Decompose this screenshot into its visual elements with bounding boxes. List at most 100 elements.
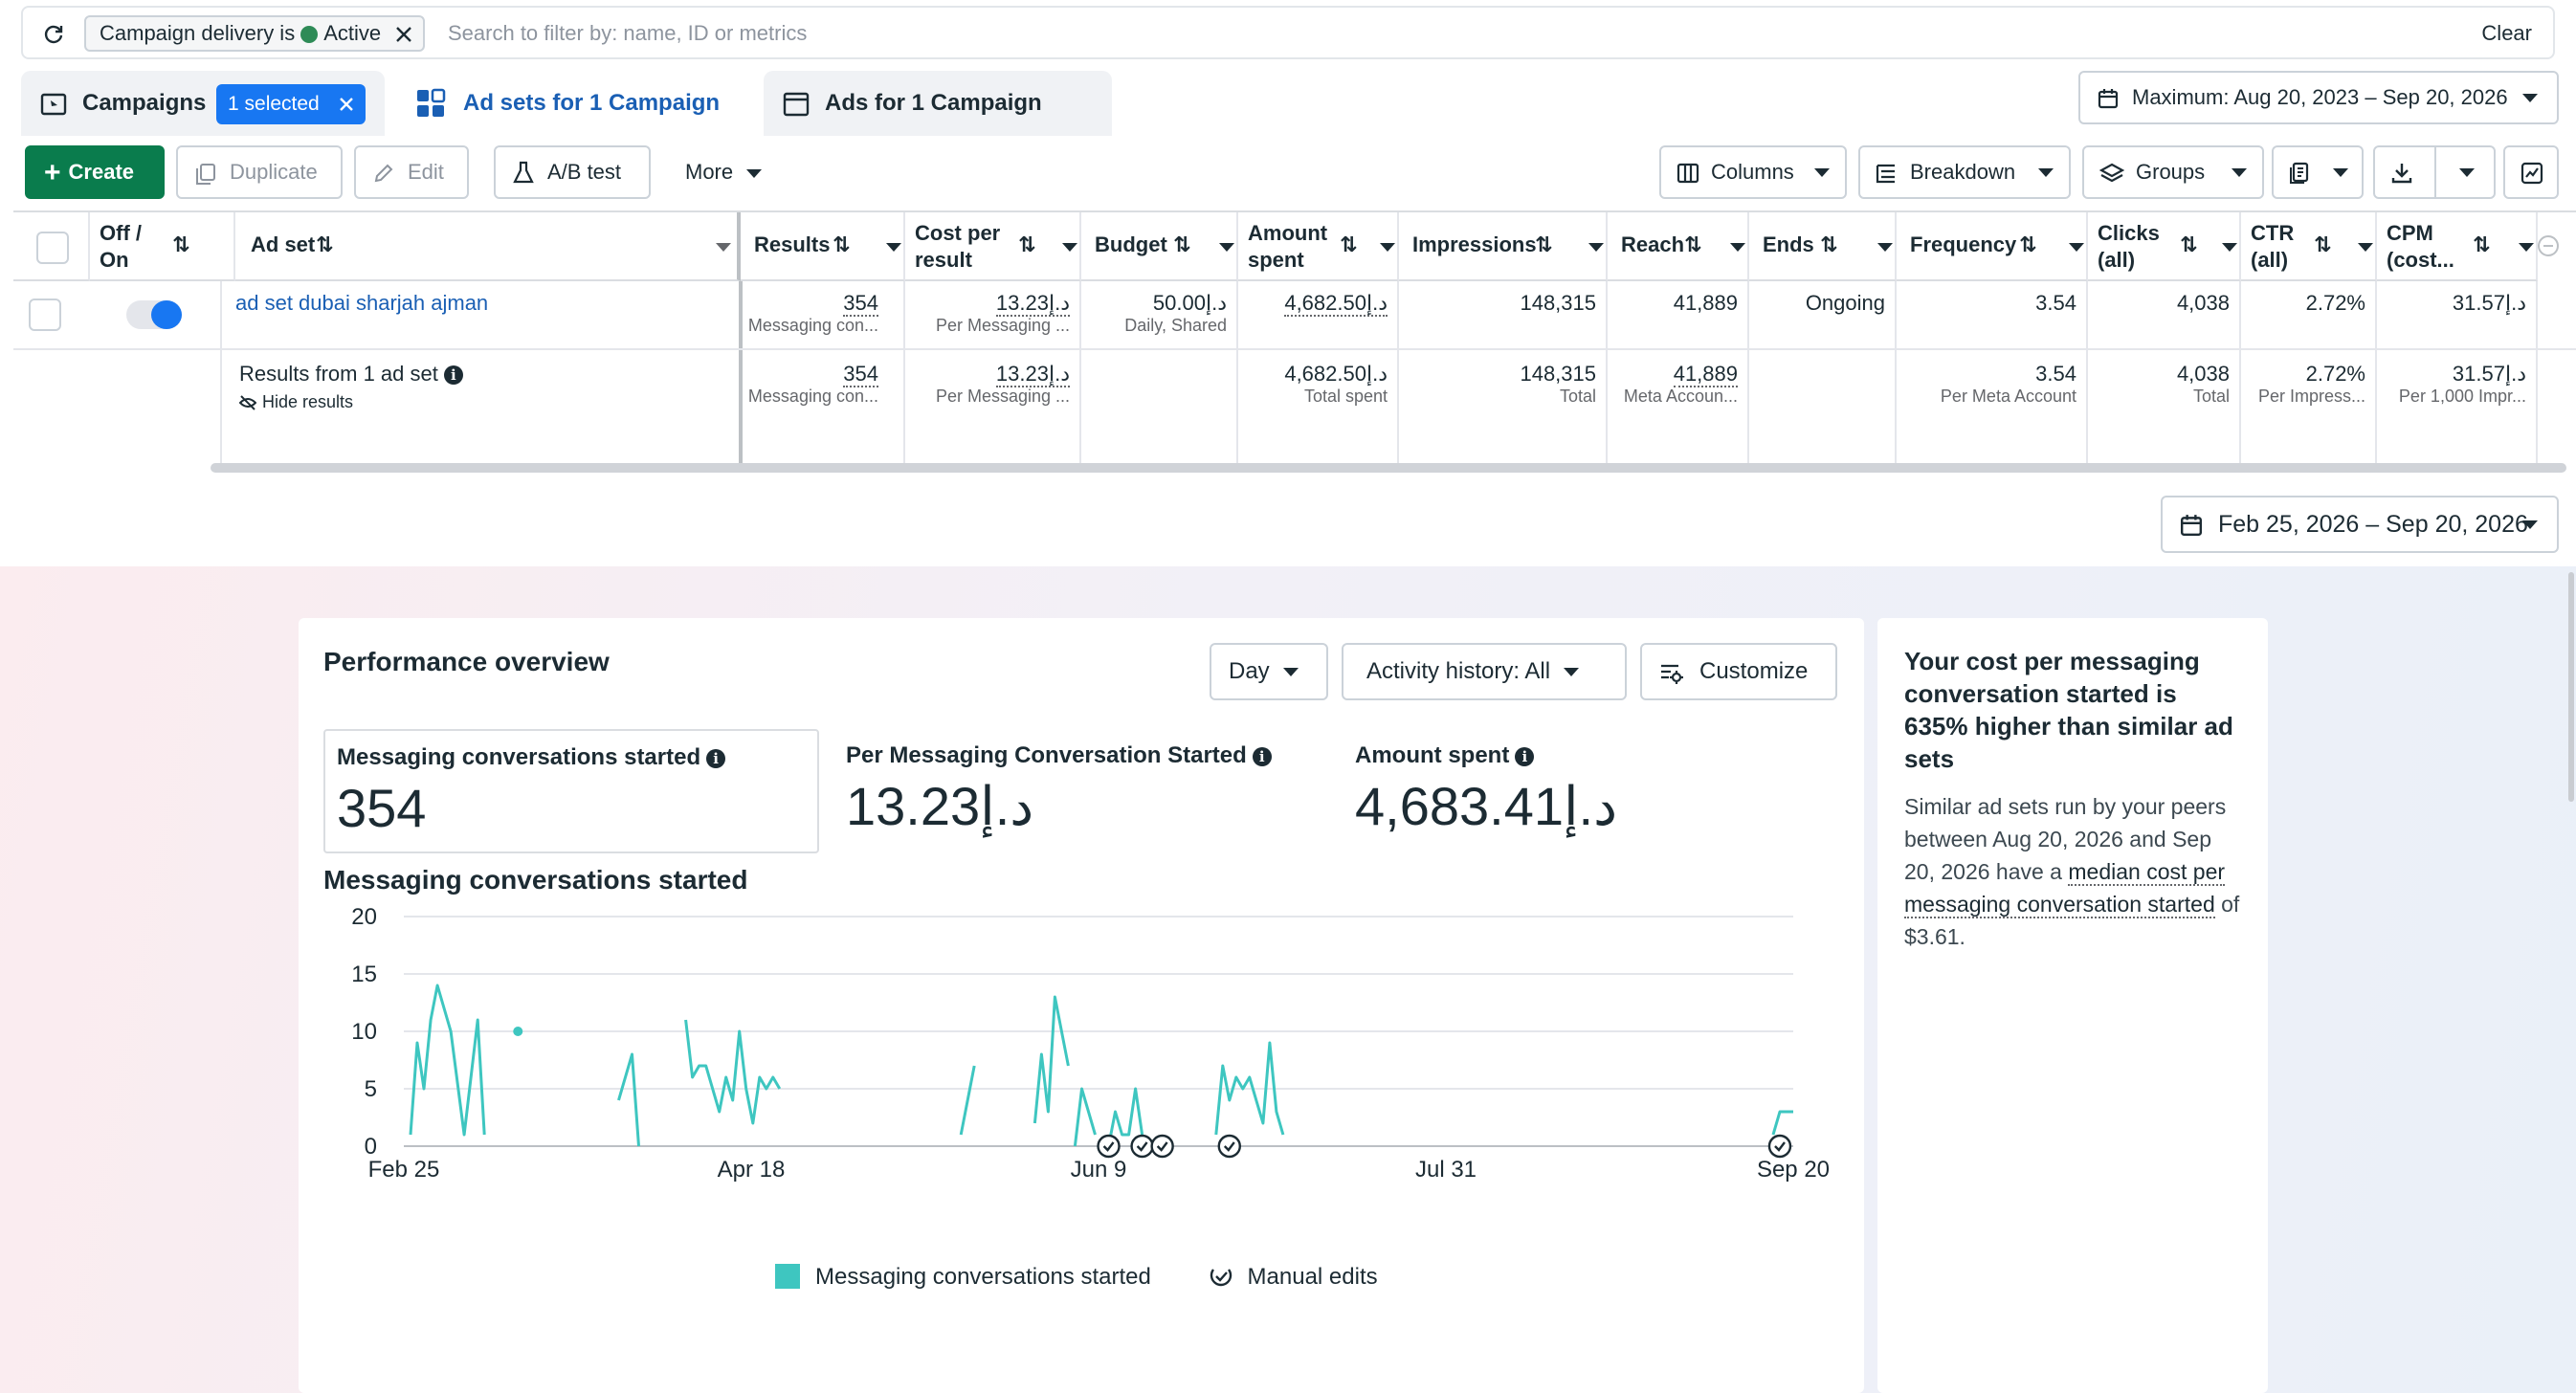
column-divider [1895, 281, 1897, 469]
metric-card-amount[interactable]: Amount spent i 4,683.41د.إ [1344, 729, 1841, 853]
series-line-segment [409, 984, 486, 1137]
header-off-on[interactable]: Off / On ⇅ [90, 212, 235, 281]
chevron-down-icon[interactable] [2519, 243, 2534, 252]
summary-results-value[interactable]: 354 [843, 362, 878, 387]
header-results[interactable]: Results ⇅ [741, 212, 905, 281]
table-horizontal-scrollbar[interactable] [211, 463, 2566, 473]
summary-reach-value[interactable]: 41,889 [1673, 362, 1738, 387]
sort-icon[interactable]: ⇅ [833, 232, 851, 256]
activity-history-dropdown[interactable]: Activity history: All [1342, 643, 1627, 700]
chart-icon [2520, 162, 2543, 185]
metric-card-conversations[interactable]: Messaging conversations started i 354 [323, 729, 819, 853]
hide-results-link[interactable]: Hide results [238, 392, 353, 412]
header-ends[interactable]: Ends ⇅ [1749, 212, 1897, 281]
selected-badge[interactable]: 1 selected [216, 84, 366, 124]
header-budget[interactable]: Budget ⇅ [1081, 212, 1238, 281]
info-icon[interactable]: i [443, 365, 463, 385]
header-cpm[interactable]: CPM (cost... ⇅ [2377, 212, 2538, 281]
edit-button[interactable]: Edit [354, 145, 469, 199]
tab-ad-sets[interactable]: Ad sets for 1 Campaign [396, 71, 752, 136]
insight-heading: Your cost per messaging conversation sta… [1904, 647, 2233, 773]
duplicate-button[interactable]: Duplicate [176, 145, 343, 199]
row-checkbox[interactable] [29, 298, 61, 331]
sort-icon[interactable]: ⇅ [2473, 232, 2491, 256]
info-icon[interactable]: i [1515, 747, 1535, 766]
chevron-down-icon[interactable] [2069, 243, 2084, 252]
select-all-checkbox[interactable] [36, 232, 69, 264]
export-button[interactable] [2373, 145, 2496, 199]
cell-cost-per-result: 13.23د.إ Per Messaging ... [905, 291, 1081, 336]
tab-campaigns[interactable]: Campaigns 1 selected [21, 71, 385, 136]
breakdown-button[interactable]: Breakdown [1858, 145, 2071, 199]
header-ctr[interactable]: CTR (all) ⇅ [2241, 212, 2377, 281]
header-off-on-label: Off / On [100, 221, 142, 272]
sort-icon[interactable]: ⇅ [172, 232, 190, 256]
chevron-down-icon[interactable] [2222, 243, 2237, 252]
sort-icon[interactable]: ⇅ [2019, 232, 2037, 256]
cell-results-value[interactable]: 354 [843, 291, 878, 317]
sort-icon[interactable]: ⇅ [1820, 232, 1838, 256]
filter-chip-campaign-delivery[interactable]: Campaign delivery is Active [84, 15, 426, 52]
date-range-picker-top[interactable]: Maximum: Aug 20, 2023 – Sep 20, 2026 [2078, 71, 2559, 124]
header-reach[interactable]: Reach ⇅ [1608, 212, 1749, 281]
chevron-down-icon[interactable] [886, 243, 901, 252]
median-cost-link[interactable]: median cost per messaging conversation s… [1904, 859, 2226, 918]
metric-card-cost[interactable]: Per Messaging Conversation Started i 13.2… [834, 729, 1332, 853]
sort-icon[interactable]: ⇅ [1173, 232, 1191, 256]
info-icon[interactable]: i [706, 749, 726, 768]
ab-test-button[interactable]: A/B test [494, 145, 651, 199]
header-amount-spent[interactable]: Amount spent ⇅ [1238, 212, 1399, 281]
header-frequency[interactable]: Frequency ⇅ [1897, 212, 2088, 281]
chevron-down-icon[interactable] [1219, 243, 1234, 252]
sort-icon[interactable]: ⇅ [2180, 232, 2198, 256]
tab-ads[interactable]: Ads for 1 Campaign [764, 71, 1112, 136]
header-clicks[interactable]: Clicks (all) ⇅ [2088, 212, 2241, 281]
chevron-down-icon[interactable] [2459, 168, 2475, 177]
groups-button[interactable]: Groups [2082, 145, 2264, 199]
header-cost-per-result[interactable]: Cost per result ⇅ [905, 212, 1081, 281]
manual-edit-marker [1097, 1134, 1121, 1159]
create-button[interactable]: + Create [25, 145, 165, 199]
sort-icon[interactable]: ⇅ [1684, 232, 1702, 256]
chevron-down-icon[interactable] [1588, 243, 1604, 252]
delivery-toggle[interactable] [126, 300, 182, 329]
date-range-picker-bottom[interactable]: Feb 25, 2026 – Sep 20, 2026 [2161, 496, 2559, 553]
sort-icon[interactable]: ⇅ [1535, 232, 1553, 256]
chevron-down-icon[interactable] [1877, 243, 1893, 252]
close-icon[interactable] [394, 25, 413, 44]
header-ad-set[interactable]: Ad set ⇅ [235, 212, 741, 281]
more-dropdown[interactable]: More [685, 145, 763, 199]
search-input[interactable]: Search to filter by: name, ID or metrics [448, 21, 808, 45]
cell-cpm: 31.57د.إ [2452, 291, 2526, 315]
clear-filters-link[interactable]: Clear [2481, 21, 2532, 45]
columns-button[interactable]: Columns [1659, 145, 1847, 199]
customize-button[interactable]: Customize [1640, 643, 1837, 700]
close-icon[interactable] [339, 97, 354, 112]
day-dropdown[interactable]: Day [1210, 643, 1328, 700]
ab-test-label: A/B test [547, 160, 622, 184]
add-column-icon[interactable] [2538, 235, 2559, 256]
cell-cost-value[interactable]: 13.23د.إ [995, 291, 1070, 317]
chevron-down-icon[interactable] [1730, 243, 1745, 252]
sort-icon[interactable]: ⇅ [2314, 232, 2332, 256]
chevron-down-icon[interactable] [2358, 243, 2373, 252]
info-icon[interactable]: i [1252, 747, 1272, 766]
refresh-icon[interactable] [42, 23, 65, 46]
sort-icon[interactable]: ⇅ [316, 232, 334, 256]
filter-chip-label: Campaign delivery is [100, 21, 296, 45]
sort-icon[interactable]: ⇅ [1018, 232, 1036, 256]
summary-label: Results from 1 ad set i [239, 362, 463, 387]
chevron-down-icon[interactable] [716, 243, 731, 252]
chevron-down-icon[interactable] [1380, 243, 1395, 252]
page-scrollbar[interactable] [2568, 572, 2574, 802]
chart-toggle-button[interactable] [2503, 145, 2559, 199]
series-line-segment [1073, 1087, 1097, 1147]
chevron-down-icon[interactable] [1062, 243, 1077, 252]
ad-set-name-link[interactable]: ad set dubai sharjah ajman [235, 291, 489, 315]
sort-icon[interactable]: ⇅ [1340, 232, 1358, 256]
reports-button[interactable] [2272, 145, 2364, 199]
summary-cost-value[interactable]: 13.23د.إ [995, 362, 1070, 387]
header-impressions[interactable]: Impressions ⇅ [1399, 212, 1608, 281]
summary-cpm-value: 31.57د.إ [2452, 362, 2526, 386]
cell-amount-value[interactable]: 4,682.50د.إ [1284, 291, 1388, 317]
